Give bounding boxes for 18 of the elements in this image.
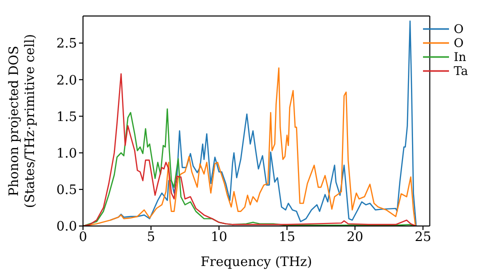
y-tick-label: 2.5 (56, 36, 77, 52)
y-tick-label: 0.0 (56, 220, 77, 235)
legend-label: O (454, 36, 464, 50)
x-tick-label: 0 (78, 230, 88, 246)
y-tick-label: 2.0 (56, 73, 77, 88)
y-tick-label: 0.5 (56, 183, 77, 198)
x-tick-label: 25 (414, 230, 432, 246)
x-tick-label: 10 (210, 230, 228, 246)
x-tick-label: 5 (146, 230, 156, 246)
x-tick-label: 20 (346, 230, 364, 246)
y-axis-title: Phonon projected DOS (States/THz·primitive cell) (7, 34, 38, 208)
x-tick-label: 15 (278, 230, 296, 246)
legend-label: In (454, 50, 466, 64)
legend-label: O (454, 22, 464, 36)
x-axis-title: Frequency (THz) (200, 255, 312, 270)
y-tick-label: 1.0 (56, 146, 77, 162)
y-tick-label: 1.5 (56, 110, 77, 125)
legend-label: Ta (454, 64, 468, 78)
